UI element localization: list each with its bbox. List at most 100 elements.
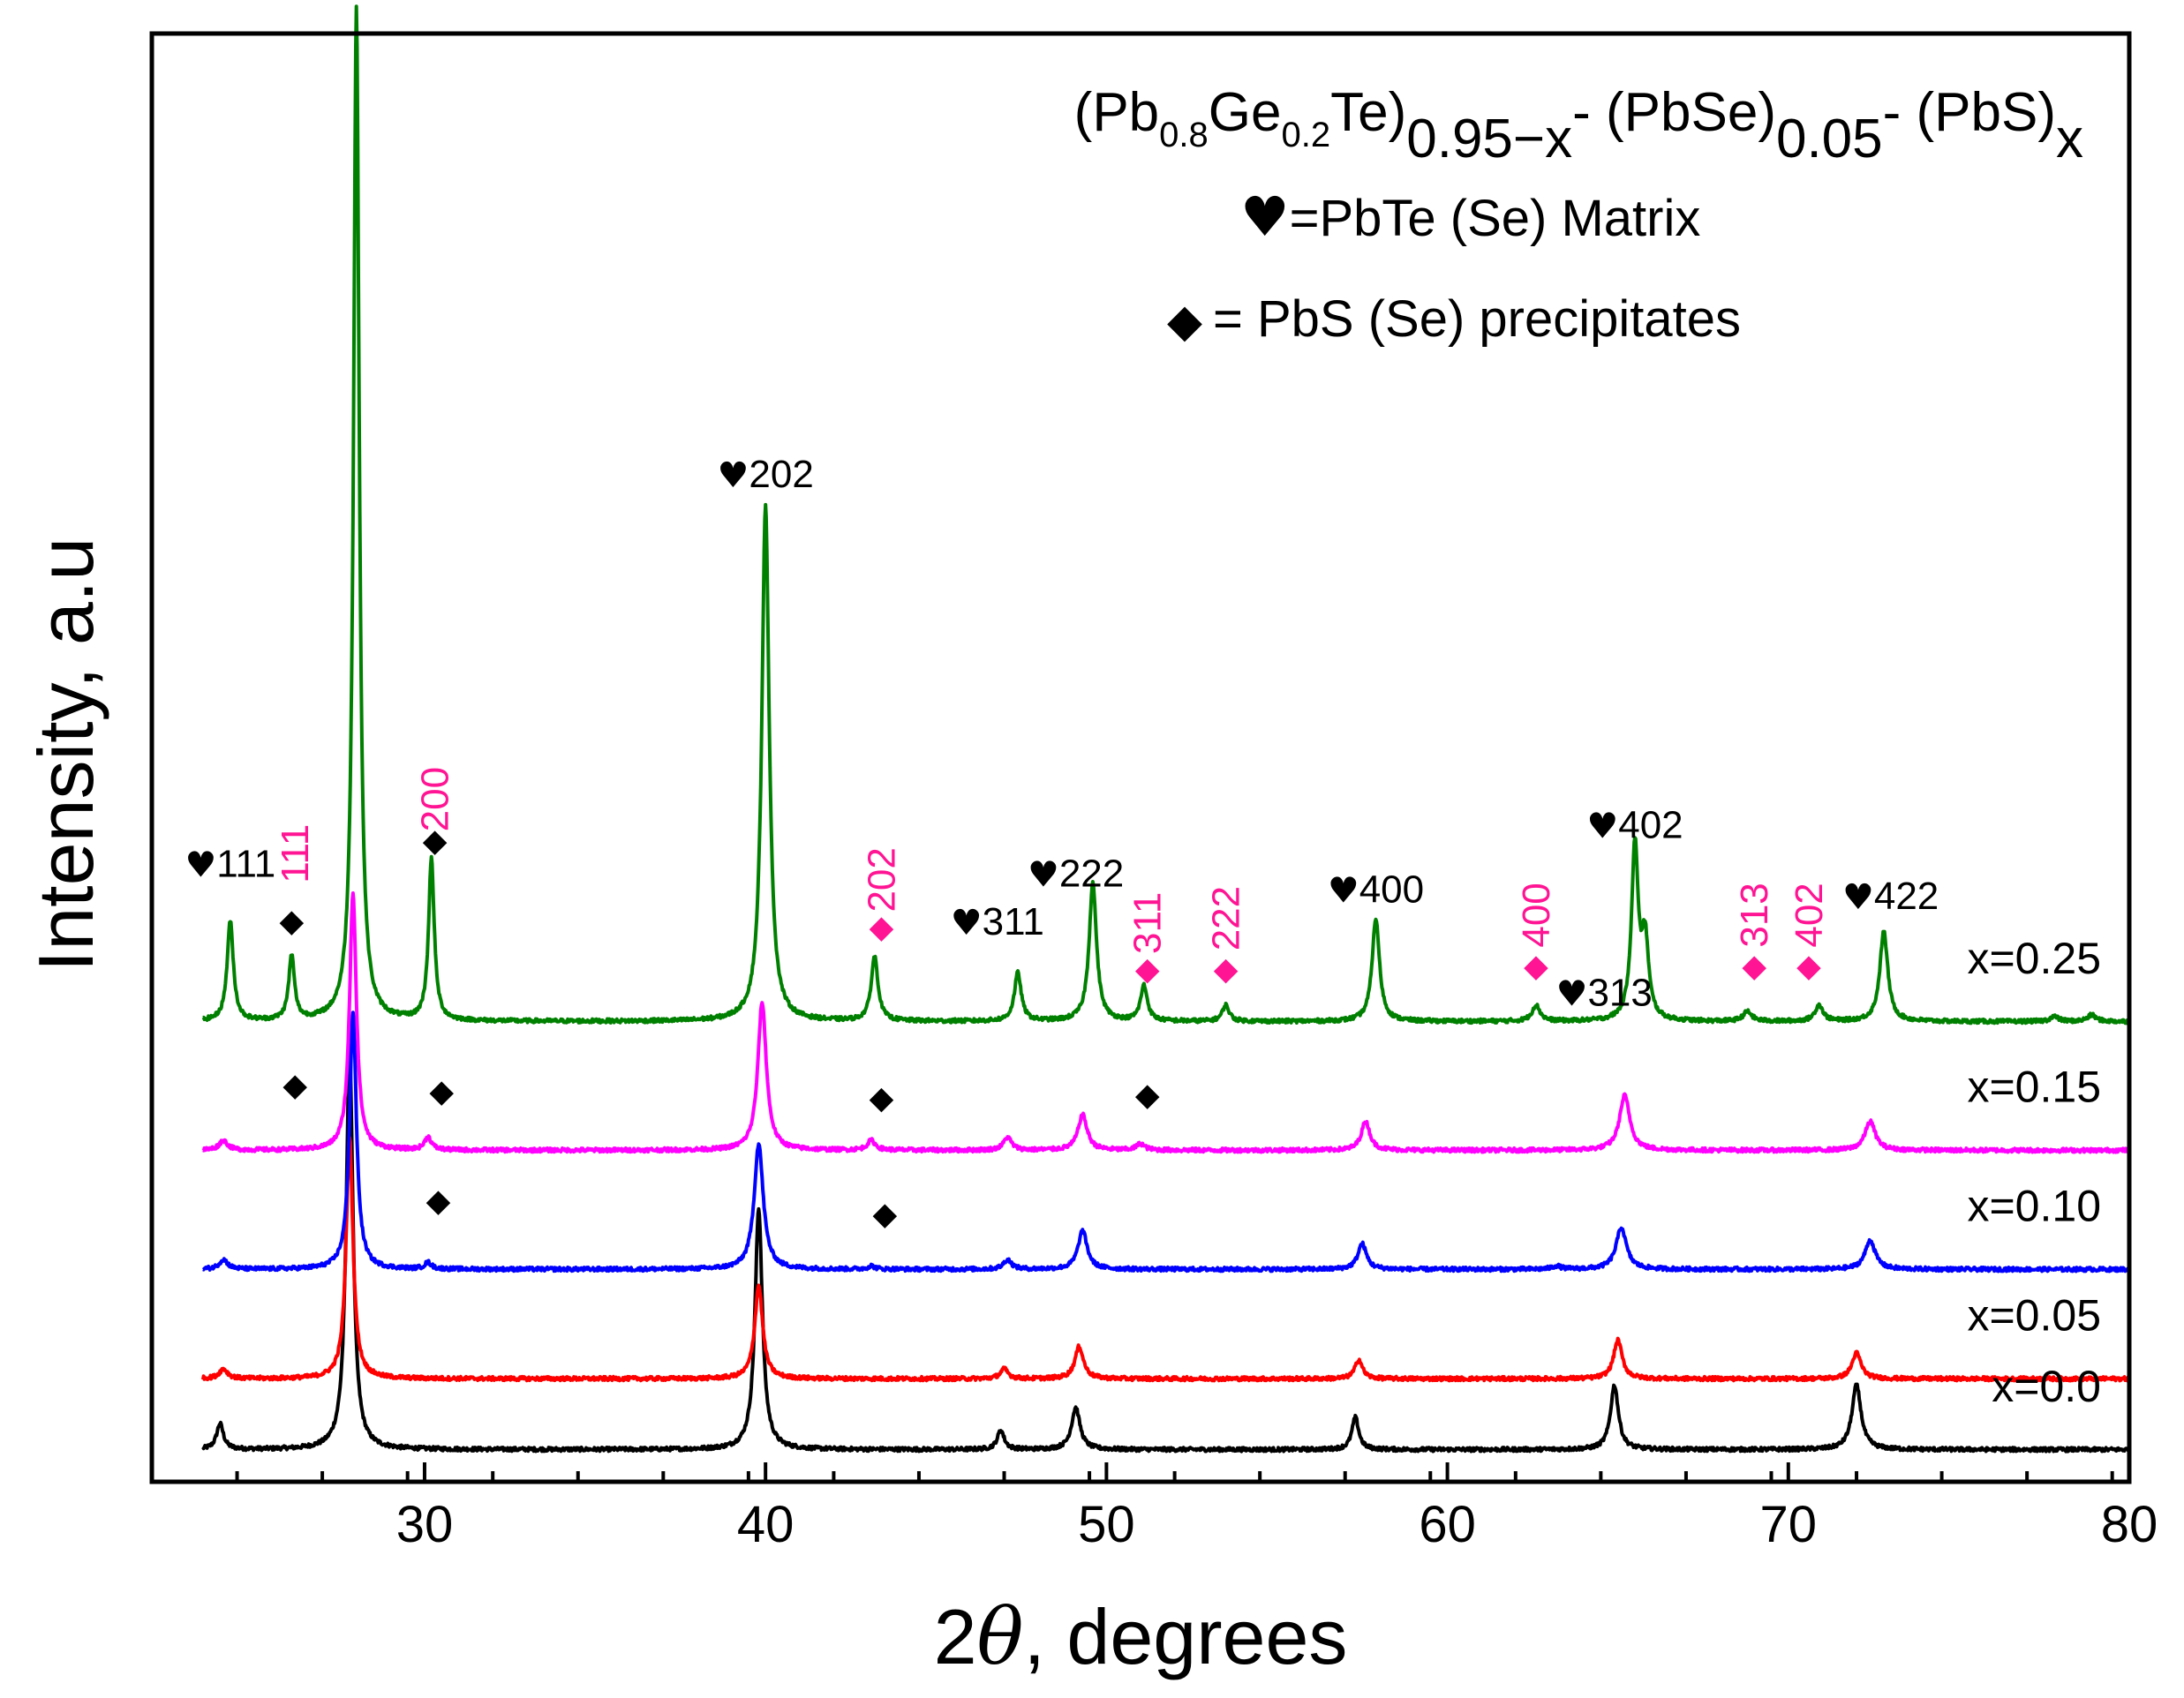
- series-line: [201, 1043, 2131, 1454]
- peak-index: 402: [1618, 804, 1683, 847]
- precipitate-peak-label: 200: [414, 767, 457, 831]
- legend-precipitates: ◆ = PbS (Se) precipitates: [1167, 290, 1741, 348]
- diamond-icon: ◆: [1742, 948, 1766, 984]
- precipitate-marker: ◆: [870, 910, 894, 946]
- y-axis-label: Intensity, a.u: [22, 537, 109, 972]
- diamond-icon: ◆: [1135, 1077, 1160, 1113]
- heart-icon: ♥: [951, 903, 983, 943]
- formula-part-4: - (PbSe): [1572, 82, 1776, 143]
- diamond-icon: ◆: [280, 903, 305, 939]
- formula-title: (Pb0.8Ge0.2Te)0.95−x- (PbSe)0.05- (PbS)x: [1074, 82, 2083, 169]
- precipitate-peak-label: 111: [274, 824, 317, 883]
- heart-icon: ♥: [1328, 871, 1359, 912]
- precipitate-peak-label: 400: [1515, 883, 1558, 947]
- diamond-icon: ◆: [282, 1067, 307, 1103]
- x-tick-label: 30: [396, 1496, 454, 1553]
- series-label-layer: x=0.0 x=0.05 x=0.10 x=0.15 x=0.25: [1967, 934, 2101, 1411]
- diamond-icon: ◆: [1135, 951, 1160, 988]
- plot-frame: [149, 31, 2132, 1484]
- formula-part-3: Te): [1330, 82, 1406, 143]
- series-layer: [200, 4, 2131, 1454]
- peak-label: ♥311: [951, 900, 1044, 943]
- x-tick-label: 80: [2101, 1496, 2158, 1553]
- heart-icon: ♥: [1586, 807, 1618, 847]
- x-axis-label-theta: θ: [977, 1591, 1024, 1682]
- heart-icon: ♥: [1240, 184, 1290, 249]
- formula-part-2: Ge: [1209, 82, 1282, 143]
- x-tick-label: 50: [1078, 1496, 1135, 1553]
- series-label: x=0.05: [1967, 1291, 2101, 1341]
- precipitate-marker: ◆: [429, 1074, 454, 1110]
- diamond-icon: ◆: [870, 1080, 894, 1116]
- diamond-icon: ◆: [1214, 951, 1239, 988]
- formula-sub-4: 0.05: [1776, 109, 1883, 169]
- series-line: [201, 891, 2131, 1154]
- precipitate-marker: ◆: [873, 1196, 898, 1232]
- x-tick-label: 60: [1419, 1496, 1476, 1553]
- precipitate-peak-label: 402: [1788, 883, 1831, 947]
- precipitate-marker: ◆: [282, 1067, 307, 1103]
- series-line: [200, 1136, 2130, 1383]
- heart-icon: ♥: [1842, 877, 1874, 918]
- legend-precipitates-text: = PbS (Se) precipitates: [1213, 290, 1741, 348]
- peak-label: ♥422: [1842, 875, 1939, 918]
- peak-label: ♥222: [1028, 852, 1124, 895]
- diamond-icon: ◆: [1167, 295, 1202, 348]
- formula-part-5: - (PbS): [1883, 82, 2056, 143]
- diamond-icon: ◆: [423, 823, 448, 859]
- series-label: x=0.25: [1967, 934, 2101, 983]
- precipitate-marker: ◆: [423, 823, 448, 859]
- x-axis-label: 2θ, degrees: [934, 1591, 1348, 1682]
- heart-icon: ♥: [1556, 973, 1588, 1014]
- peak-index: 400: [1359, 868, 1424, 912]
- formula-part-1: (Pb: [1074, 82, 1159, 143]
- peak-label: ♥202: [718, 453, 814, 496]
- annotation-layer: ♥111111◆♥200200◆♥202202◆♥311♥222311◆222◆…: [185, 453, 1939, 1232]
- peak-label: ♥402: [1586, 804, 1683, 847]
- series-label: x=0.10: [1967, 1182, 2101, 1231]
- precipitate-marker: ◆: [1214, 951, 1239, 988]
- x-axis-label-suffix: , degrees: [1024, 1593, 1348, 1680]
- formula-sub-5: x: [2056, 109, 2083, 169]
- peak-label: ♥400: [1328, 868, 1424, 912]
- precipitate-marker: ◆: [426, 1183, 451, 1220]
- heart-icon: ♥: [718, 455, 749, 496]
- formula-sub-1: 0.8: [1159, 116, 1209, 154]
- precipitate-marker: ◆: [870, 1080, 894, 1116]
- peak-index: 202: [749, 453, 813, 496]
- formula-sub-3: 0.95−x: [1406, 109, 1572, 169]
- diamond-icon: ◆: [1524, 948, 1548, 984]
- tick-layer: 30 40 50 60 70 80: [150, 1462, 2158, 1553]
- x-tick-label: 70: [1760, 1496, 1818, 1553]
- heart-icon: ♥: [1028, 854, 1059, 895]
- precipitate-marker: ◆: [1135, 1077, 1160, 1113]
- series-line: [201, 1011, 2131, 1274]
- precipitate-marker: ◆: [1135, 951, 1160, 988]
- legend-matrix: ♥=PbTe (Se) Matrix: [1240, 184, 1700, 249]
- precipitate-marker: ◆: [280, 903, 305, 939]
- peak-index: 313: [1587, 971, 1652, 1014]
- precipitate-peak-label: 202: [860, 847, 903, 912]
- peak-label: ♥313: [1556, 971, 1653, 1014]
- peak-index: 111: [216, 842, 275, 885]
- precipitate-peak-label: 311: [1126, 892, 1170, 954]
- peak-index: 422: [1874, 875, 1939, 918]
- peak-index: 222: [1059, 852, 1124, 895]
- precipitate-marker: ◆: [1524, 948, 1548, 984]
- series-line: [201, 4, 2130, 1026]
- diamond-icon: ◆: [426, 1183, 451, 1220]
- x-axis-label-prefix: 2: [934, 1593, 977, 1680]
- peak-index: 311: [983, 900, 1044, 943]
- series-label: x=0.0: [1992, 1362, 2101, 1411]
- precipitate-peak-label: 222: [1205, 886, 1248, 950]
- x-tick-label: 40: [737, 1496, 795, 1553]
- heart-icon: ♥: [185, 845, 216, 885]
- series-label: x=0.15: [1967, 1063, 2101, 1112]
- diamond-icon: ◆: [873, 1196, 898, 1232]
- diamond-icon: ◆: [429, 1074, 454, 1110]
- legend-matrix-text: =PbTe (Se) Matrix: [1290, 190, 1701, 247]
- precipitate-marker: ◆: [1796, 948, 1821, 984]
- diamond-icon: ◆: [870, 910, 894, 946]
- precipitate-peak-label: 313: [1733, 883, 1776, 947]
